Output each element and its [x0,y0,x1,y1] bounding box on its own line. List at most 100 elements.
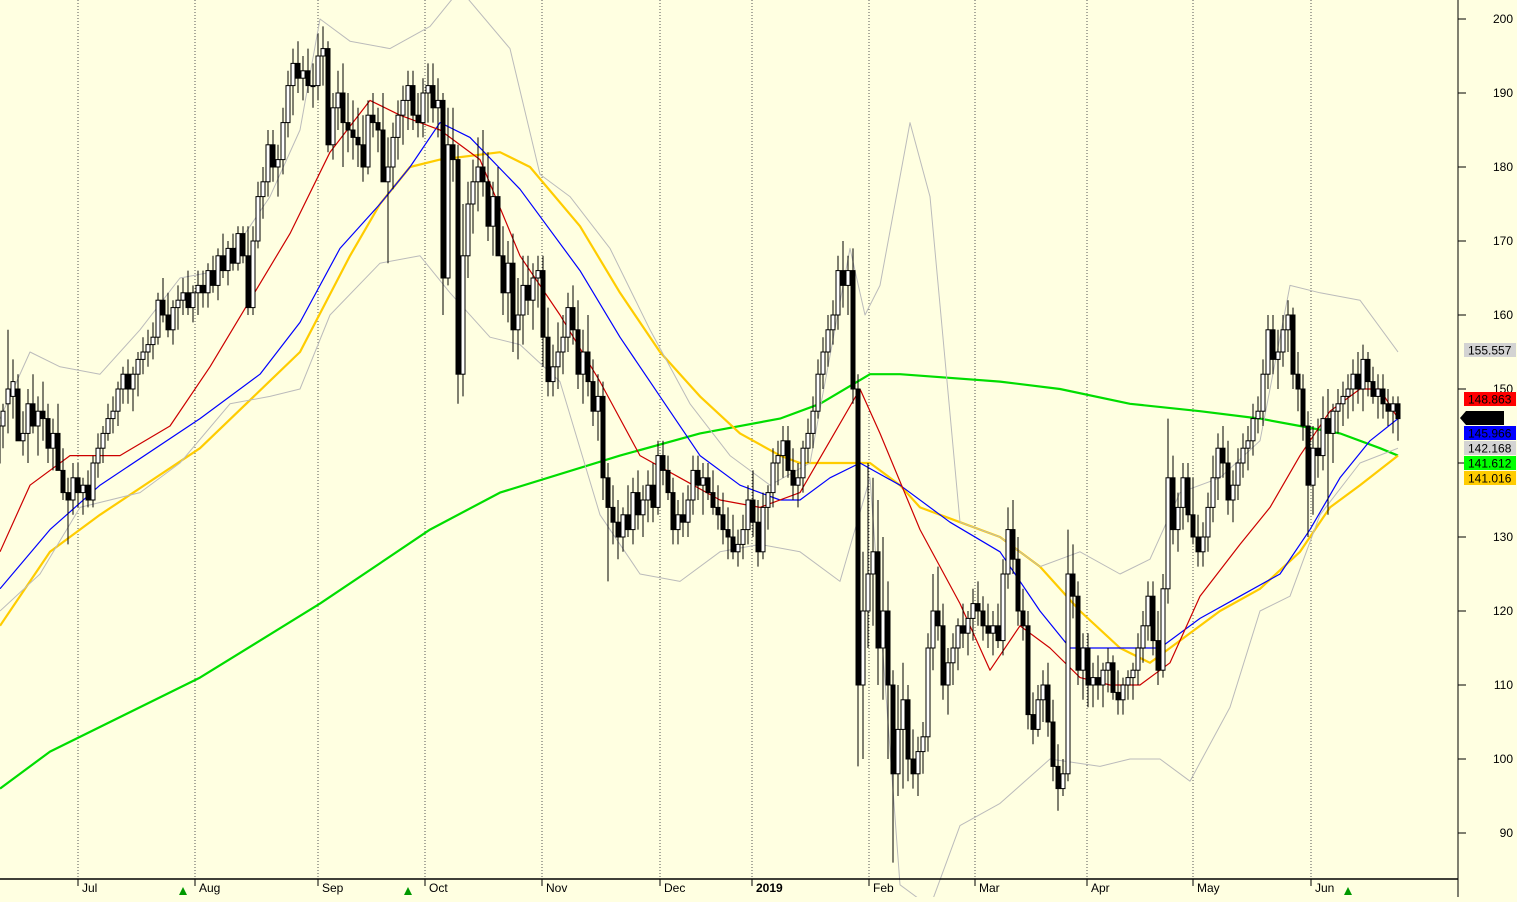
candle-body [475,166,481,183]
candle [965,611,971,656]
event-marker-icon[interactable] [179,887,187,895]
candle [115,381,121,426]
candle-body [1300,388,1306,427]
candle [845,255,851,315]
candle [1380,374,1386,419]
candle [255,181,261,249]
candle [10,359,16,419]
candle-body [1220,447,1226,464]
candle [610,485,616,545]
candle [1180,463,1186,530]
candle-body [60,469,66,494]
candle [765,485,771,530]
candle [350,100,356,160]
candle-body [1315,447,1321,457]
candle [1265,315,1271,389]
month-label-may: May [1197,881,1220,895]
candle-body [1015,558,1021,612]
candle-body [1335,403,1341,412]
candle-body [685,499,691,523]
candle-body [1395,403,1401,420]
candle [500,226,506,315]
candle-body [780,440,786,457]
candle [510,233,516,352]
candle-body [915,751,921,775]
candle-body [905,699,911,760]
candle-body [485,181,491,227]
candle [345,93,351,153]
candle-body [390,136,396,168]
candle [695,455,701,500]
candle [505,241,511,323]
candle [310,63,316,108]
candle-body [515,314,521,331]
candle-body [585,351,591,383]
candle [750,470,756,537]
candle [90,455,96,508]
candle-body [460,255,466,375]
candle [1200,522,1206,567]
candle [675,500,681,545]
candle-body [770,462,776,494]
candle-body [115,388,121,412]
candle [905,685,911,782]
event-marker-icon[interactable] [1344,887,1352,895]
candle [405,70,411,130]
event-marker-icon[interactable] [404,887,412,895]
candle-body [95,447,101,464]
candle-body [675,514,681,531]
candle-body [480,166,486,183]
price-badge-text: 145.966 [1468,427,1512,441]
candle-body [70,477,76,501]
candle-body [610,506,616,523]
candle-body [1070,573,1076,597]
candle [100,426,106,463]
candle-body [1045,684,1051,723]
candle [5,329,11,434]
candle [205,263,211,308]
candle-body [1085,647,1091,686]
candle [315,33,321,101]
price-badge-text: 142.168 [1468,442,1512,456]
candle-body [75,477,81,494]
candle [1245,426,1251,471]
month-label-apr: Apr [1091,881,1110,895]
candle [1305,411,1311,537]
candle-body [415,114,421,124]
candle-body [150,336,156,346]
candle-body [1165,477,1171,590]
candle-body [1265,329,1271,375]
candle [1185,463,1191,523]
candle [215,248,221,301]
candle-body [690,469,696,501]
candle [530,263,536,330]
candle [1345,374,1351,419]
candle [280,107,286,175]
price-badge-bg [1464,392,1516,406]
candle [430,63,436,123]
candle-body [790,469,796,486]
candle-body [205,270,211,294]
candle [225,241,231,286]
candle [565,292,571,352]
candle [975,581,981,626]
candle [605,463,611,582]
candle [1320,396,1326,471]
candle [1230,470,1236,523]
month-label-nov: Nov [546,881,567,895]
candle [1105,648,1111,693]
candle [185,270,191,315]
candle-body [210,270,216,286]
price-badge-bg [1464,441,1516,455]
candle [1080,633,1086,700]
candle [1210,455,1216,523]
candle-body [90,462,96,501]
y-tick-label-110: 110 [1494,678,1513,692]
candle-body [540,270,546,338]
candle [790,448,796,500]
candle [465,181,471,278]
price-badge-142.168: 142.168 [1464,441,1516,456]
candle [110,396,116,434]
candle-body [1355,373,1361,390]
